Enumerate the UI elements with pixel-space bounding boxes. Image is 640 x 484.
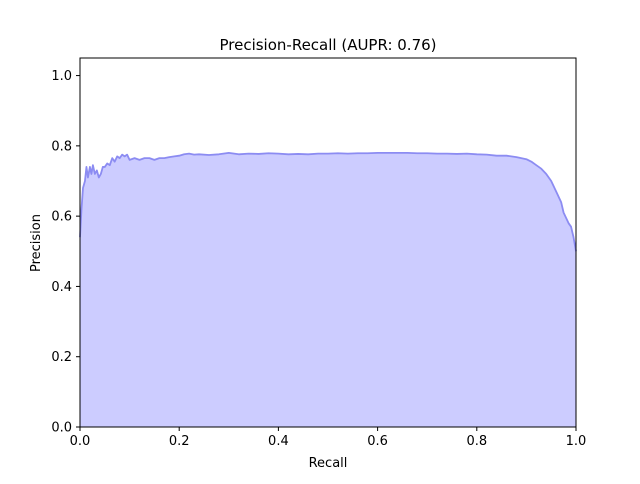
y-tick-label: 0.8 xyxy=(51,139,72,154)
y-tick-label: 0.6 xyxy=(51,210,72,225)
x-tick-label: 0.6 xyxy=(367,434,388,449)
x-axis-label: Recall xyxy=(309,456,348,471)
series-0-area-fill xyxy=(80,152,576,427)
plot-area xyxy=(79,151,577,427)
y-tick-label: 0.4 xyxy=(51,280,72,295)
axes-frame xyxy=(79,57,577,428)
y-tick-label: 0.0 xyxy=(51,421,72,436)
x-tick-label: 1.0 xyxy=(566,434,587,449)
x-tick-label: 0.8 xyxy=(466,434,487,449)
axes: 0.0 0.2 0.4 0.6 0.8 1.0 0.0 0.2 0.4 0.6 0.8 1.0 xyxy=(51,57,587,449)
y-tick-label: 0.2 xyxy=(51,350,72,365)
x-tick-label: 0.4 xyxy=(268,434,289,449)
y-tick-label: 1.0 xyxy=(51,69,72,84)
series-0-line xyxy=(79,151,577,252)
y-axis-label: Precision xyxy=(29,214,44,272)
chart-title: Precision-Recall (AUPR: 0.76) xyxy=(219,36,436,54)
x-tick-label: 0.0 xyxy=(70,434,91,449)
x-tick-label: 0.2 xyxy=(169,434,190,449)
